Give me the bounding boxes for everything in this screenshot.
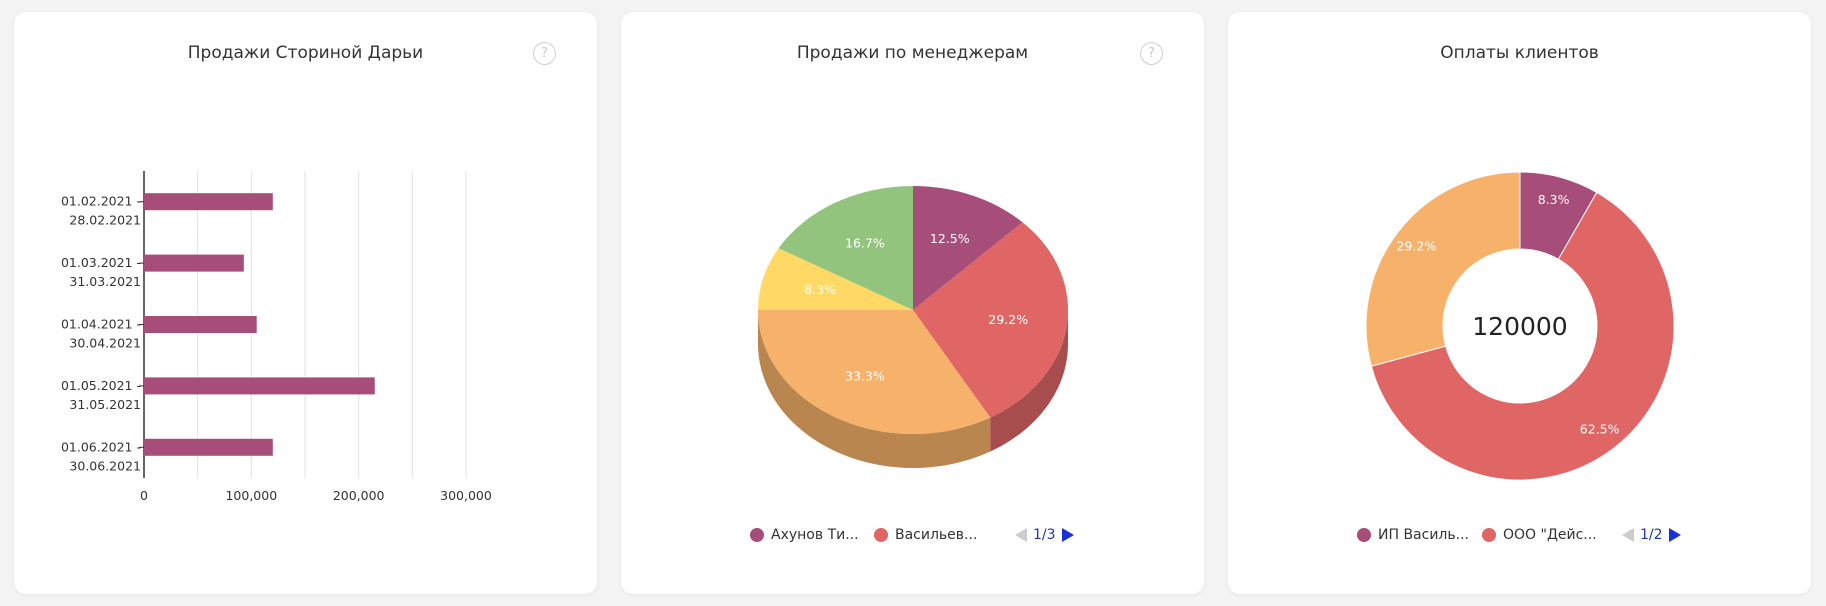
pager-label: 1/2 bbox=[1640, 527, 1663, 543]
pager-next-icon[interactable] bbox=[1668, 528, 1681, 542]
slice-label: 12.5% bbox=[930, 231, 970, 246]
card-title: Оплаты клиентов bbox=[1440, 43, 1599, 63]
pie-slice bbox=[758, 310, 991, 434]
donut-chart: 8.3% 62.5% 29.2% 120000 bbox=[1365, 171, 1675, 481]
y-tick-label: 30.06.2021 bbox=[69, 458, 141, 473]
pager-prev-icon[interactable] bbox=[1622, 528, 1634, 542]
y-tick-label: 01.03.2021 - bbox=[61, 255, 141, 270]
pie-chart: 12.5% 29.2% 33.3% 8.3% 16.7% bbox=[758, 186, 1068, 468]
pie-slice-side bbox=[990, 310, 1068, 452]
y-tick-label: 01.05.2021 - bbox=[61, 378, 141, 393]
pager-next-icon[interactable] bbox=[1061, 528, 1074, 542]
legend-dot bbox=[1482, 528, 1496, 542]
legend-dot bbox=[750, 528, 764, 542]
donut-slice bbox=[1365, 171, 1521, 367]
pie-slice-side bbox=[758, 310, 991, 468]
y-tick-label: 01.02.2021 - bbox=[61, 194, 141, 209]
help-icon[interactable]: ? bbox=[1140, 42, 1163, 65]
legend-label: Ахунов Ти... bbox=[771, 527, 859, 543]
slice-label: 29.2% bbox=[988, 312, 1028, 327]
pie-slice bbox=[758, 248, 913, 310]
x-tick-label: 100,000 bbox=[225, 488, 277, 503]
bar bbox=[144, 438, 273, 456]
bar-chart: 01.02.2021 - 28.02.2021 01.03.2021 - 31.03.… bbox=[61, 171, 492, 503]
legend-item[interactable]: ИП Василь... bbox=[1357, 527, 1469, 543]
legend-dot bbox=[874, 528, 888, 542]
pager-prev-icon[interactable] bbox=[1015, 528, 1027, 542]
bar bbox=[144, 377, 375, 395]
sales-by-manager-card: Продажи по менеджерам ? 12.5% 29.2% 33.3% 8… bbox=[621, 12, 1204, 594]
slice-label: 8.3% bbox=[804, 282, 836, 297]
y-tick-label: 28.02.2021 bbox=[69, 213, 141, 228]
bar bbox=[144, 193, 273, 211]
sales-by-period-card: Продажи Сториной Дарьи ? 01.02.2021 - 28.… bbox=[14, 12, 597, 594]
legend-label: ИП Василь... bbox=[1378, 527, 1469, 543]
x-tick-label: 200,000 bbox=[333, 488, 385, 503]
legend-label: Васильев... bbox=[895, 527, 978, 543]
slice-label: 29.2% bbox=[1397, 239, 1437, 254]
donut-slice bbox=[1370, 191, 1675, 481]
slice-label: 16.7% bbox=[845, 235, 885, 250]
slice-label: 8.3% bbox=[1538, 192, 1570, 207]
x-tick-label: 300,000 bbox=[440, 488, 492, 503]
legend: ИП Василь... ООО "Дейс... 1/2 bbox=[1228, 527, 1811, 551]
y-tick-label: 30.04.2021 bbox=[69, 336, 141, 351]
legend-item[interactable]: Ахунов Ти... bbox=[750, 527, 859, 543]
legend: Ахунов Ти... Васильев... 1/3 bbox=[621, 527, 1204, 551]
bar bbox=[144, 254, 244, 272]
legend-pager: 1/2 bbox=[1622, 527, 1681, 543]
y-tick-label: 31.03.2021 bbox=[69, 274, 141, 289]
x-tick-label: 0 bbox=[140, 488, 148, 503]
y-tick-label: 31.05.2021 bbox=[69, 397, 141, 412]
pie-slice bbox=[913, 186, 1023, 310]
card-title: Продажи Сториной Дарьи bbox=[187, 43, 424, 63]
donut-center-label: 120000 bbox=[1472, 312, 1567, 341]
slice-label: 62.5% bbox=[1580, 421, 1620, 436]
client-payments-card: Оплаты клиентов 8.3% 62.5% 29.2% 120000 ИП … bbox=[1228, 12, 1811, 594]
card-title: Продажи по менеджерам bbox=[796, 43, 1029, 63]
legend-dot bbox=[1357, 528, 1371, 542]
legend-item[interactable]: ООО "Дейс... bbox=[1482, 527, 1597, 543]
help-icon[interactable]: ? bbox=[533, 42, 556, 65]
pager-label: 1/3 bbox=[1033, 527, 1056, 543]
y-tick-label: 01.06.2021 - bbox=[61, 439, 141, 454]
legend-label: ООО "Дейс... bbox=[1503, 527, 1597, 543]
slice-label: 33.3% bbox=[845, 369, 885, 384]
legend-pager: 1/3 bbox=[1015, 527, 1074, 543]
legend-item[interactable]: Васильев... bbox=[874, 527, 977, 543]
pie-slice bbox=[913, 222, 1068, 418]
y-tick-label: 01.04.2021 - bbox=[61, 317, 141, 332]
pie-slice bbox=[778, 186, 913, 310]
bar bbox=[144, 316, 257, 333]
